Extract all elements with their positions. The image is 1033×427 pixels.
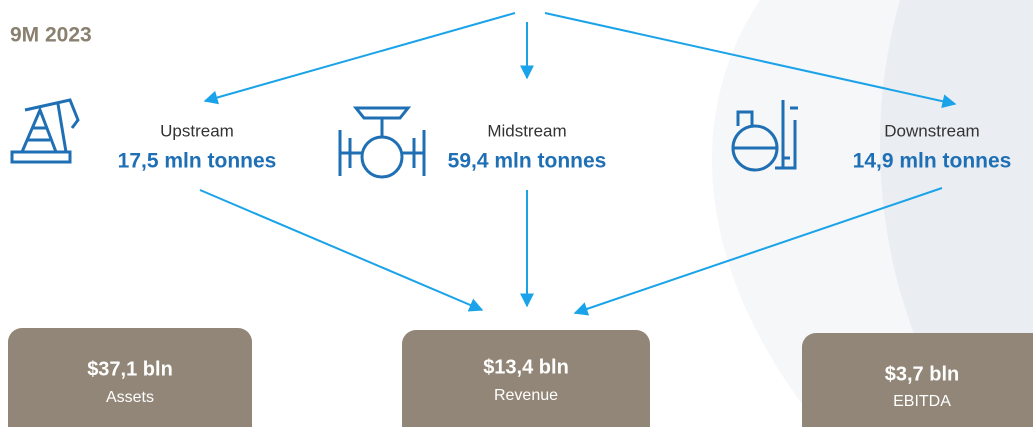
segment-value: 59,4 mln tonnes xyxy=(448,150,607,173)
metric-value: $13,4 bln xyxy=(483,356,569,378)
upstream-icon xyxy=(10,98,80,164)
arrows xyxy=(199,12,957,316)
metric-box xyxy=(8,328,252,427)
metric-label: EBITDA xyxy=(893,393,951,410)
segment-label: Midstream xyxy=(487,121,566,140)
segment-label: Upstream xyxy=(160,121,234,140)
metric-box xyxy=(802,333,1033,427)
metric-label: Revenue xyxy=(494,387,558,404)
segment-label: Downstream xyxy=(884,121,979,140)
metric-value: $37,1 bln xyxy=(87,358,173,380)
metric-value: $3,7 bln xyxy=(885,363,959,385)
metric-box xyxy=(402,330,650,427)
midstream-icon xyxy=(338,106,426,179)
downstream-icon xyxy=(731,100,798,172)
segment-value: 14,9 mln tonnes xyxy=(853,150,1012,173)
segment-value: 17,5 mln tonnes xyxy=(118,150,277,173)
period-title: 9M 2023 xyxy=(10,24,92,47)
metric-label: Assets xyxy=(106,389,154,406)
